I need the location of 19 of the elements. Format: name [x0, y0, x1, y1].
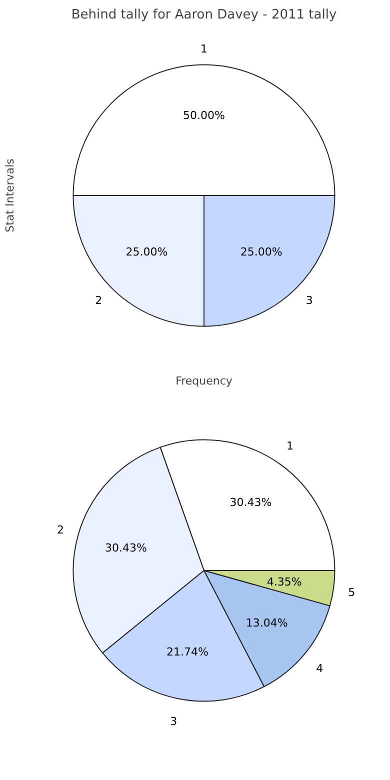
data-label: 50.00%: [183, 108, 225, 122]
data-label: 13.04%: [246, 616, 288, 630]
data-label: 4.35%: [266, 575, 302, 588]
data-label: 30.43%: [104, 541, 147, 554]
slice-label: 2: [95, 294, 102, 308]
slice-label: 1: [200, 42, 208, 56]
data-label: 25.00%: [126, 246, 168, 259]
text: Frequency: [176, 374, 233, 388]
slice-label: 3: [306, 294, 313, 308]
slice-label: 4: [316, 662, 324, 675]
slice-label: 5: [348, 586, 356, 599]
slice-label: 2: [56, 524, 64, 537]
data-label: 25.00%: [240, 246, 282, 259]
data-label: 30.43%: [230, 496, 272, 509]
slice-label: 1: [286, 440, 294, 453]
chart-title: Behind tally for Aaron Davey - 2011 tally: [71, 8, 337, 22]
slice-label: 3: [170, 715, 178, 728]
data-label: 21.74%: [166, 646, 208, 659]
text: Stat Intervals: [4, 158, 16, 232]
